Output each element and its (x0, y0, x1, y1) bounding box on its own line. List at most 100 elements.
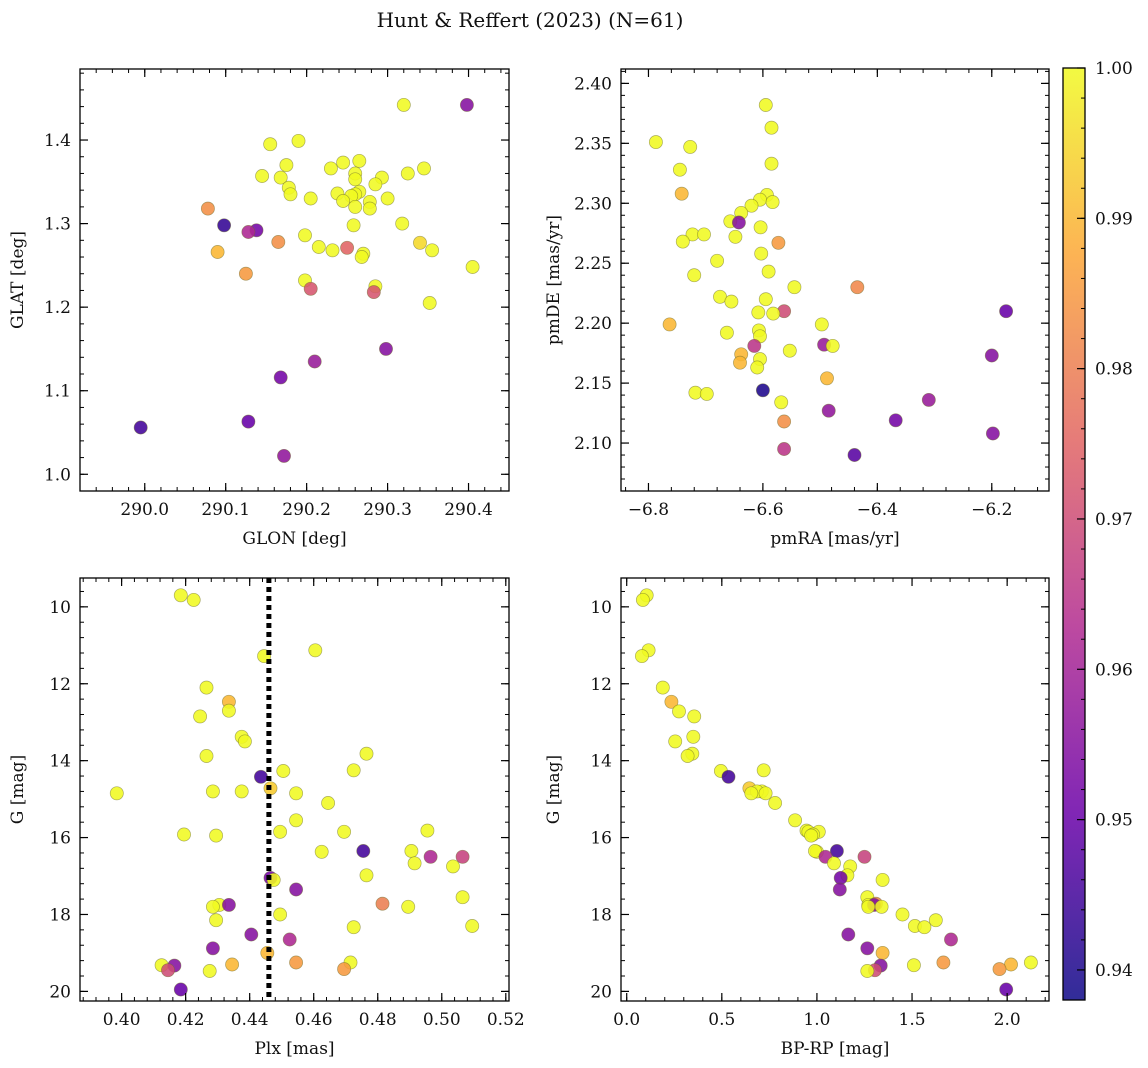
data-point (346, 920, 361, 935)
data-point (821, 403, 836, 418)
data-point (847, 448, 862, 462)
y-tick-label: 12 (49, 675, 71, 695)
data-point (291, 133, 306, 148)
data-point (283, 187, 298, 202)
data-point (161, 963, 175, 978)
data-point (850, 280, 865, 295)
y-tick-label: 16 (49, 829, 71, 849)
points-bprp_g (634, 588, 1038, 997)
y-tick-label: 10 (49, 598, 71, 618)
colorbar-tick-label: 0.94 (1095, 961, 1133, 981)
data-point (744, 786, 759, 801)
data-point (199, 680, 214, 695)
data-point (346, 763, 361, 778)
data-point (271, 235, 286, 249)
data-point (308, 643, 323, 658)
data-point (686, 729, 701, 744)
data-point (635, 592, 650, 607)
data-point (401, 899, 416, 914)
data-point (273, 170, 288, 185)
data-point (648, 135, 663, 150)
data-point (314, 844, 329, 859)
data-point (985, 426, 1000, 441)
x-tick-label: 0.40 (103, 1010, 141, 1030)
x-axis-label: Plx [mas] (254, 1039, 334, 1059)
data-point (368, 177, 383, 192)
data-point (173, 982, 188, 997)
data-point (984, 348, 999, 363)
data-point (888, 413, 903, 428)
data-point (133, 420, 148, 435)
data-point (354, 250, 369, 264)
y-tick-label: 10 (590, 598, 612, 618)
data-point (273, 907, 288, 922)
x-tick-label: −6.8 (628, 500, 669, 520)
data-point (724, 294, 739, 309)
data-point (422, 296, 437, 310)
data-point (721, 769, 736, 784)
data-point (766, 306, 781, 321)
data-point (733, 355, 747, 370)
data-point (205, 941, 220, 956)
data-point (455, 849, 470, 864)
data-point (928, 913, 943, 928)
data-point (719, 325, 734, 340)
x-tick-label: 0.0 (613, 1010, 640, 1030)
data-point (860, 941, 875, 956)
data-point (747, 338, 762, 353)
data-point (407, 856, 422, 871)
data-point (675, 234, 690, 249)
data-point (255, 169, 270, 183)
data-point (209, 828, 224, 843)
data-point (921, 392, 936, 407)
data-point (841, 927, 856, 942)
data-point (417, 161, 431, 176)
data-point (751, 305, 766, 320)
data-point (234, 784, 249, 799)
x-tick-label: 2.0 (994, 1010, 1021, 1030)
data-point (205, 899, 220, 914)
data-point (634, 649, 649, 664)
data-point (827, 856, 841, 871)
data-point (380, 191, 395, 206)
data-point (217, 218, 232, 233)
data-point (917, 920, 932, 935)
data-point (808, 844, 822, 858)
x-tick-label: 290.1 (201, 500, 250, 520)
data-point (237, 734, 252, 749)
data-point (906, 958, 921, 973)
data-point (277, 448, 291, 463)
y-tick-label: 1.3 (44, 215, 71, 235)
data-point (109, 786, 124, 801)
data-point (680, 749, 695, 763)
data-point (177, 827, 191, 842)
data-point (307, 354, 322, 369)
colorbar-tick-label: 0.95 (1095, 811, 1133, 831)
x-tick-label: 0.5 (708, 1010, 735, 1030)
data-point (804, 828, 819, 843)
data-point (263, 137, 278, 152)
data-point (699, 386, 714, 401)
data-point (771, 235, 786, 250)
x-tick-label: 0.52 (487, 1010, 525, 1030)
data-point (210, 245, 225, 259)
colorbar-tick-label: 1.00 (1095, 59, 1133, 79)
data-point (672, 704, 686, 719)
colorbar-frame (1062, 67, 1086, 1001)
data-point (465, 919, 480, 933)
data-point (992, 962, 1007, 977)
data-point (455, 890, 470, 905)
data-point (221, 703, 236, 718)
data-point (352, 153, 367, 168)
data-point (814, 317, 829, 332)
data-point (710, 253, 725, 268)
y-tick-label: 20 (590, 982, 612, 1002)
data-point (346, 218, 361, 233)
panel-plx_g: 0.40 0.42 0.44 0.46 0.48 0.50 0.52 10 12 14 16 18 20… (8, 577, 525, 1059)
y-tick-label: 18 (590, 905, 612, 925)
data-point (787, 280, 802, 295)
data-point (348, 199, 363, 214)
data-point (731, 215, 746, 230)
data-point (782, 343, 797, 358)
data-point (758, 786, 773, 801)
